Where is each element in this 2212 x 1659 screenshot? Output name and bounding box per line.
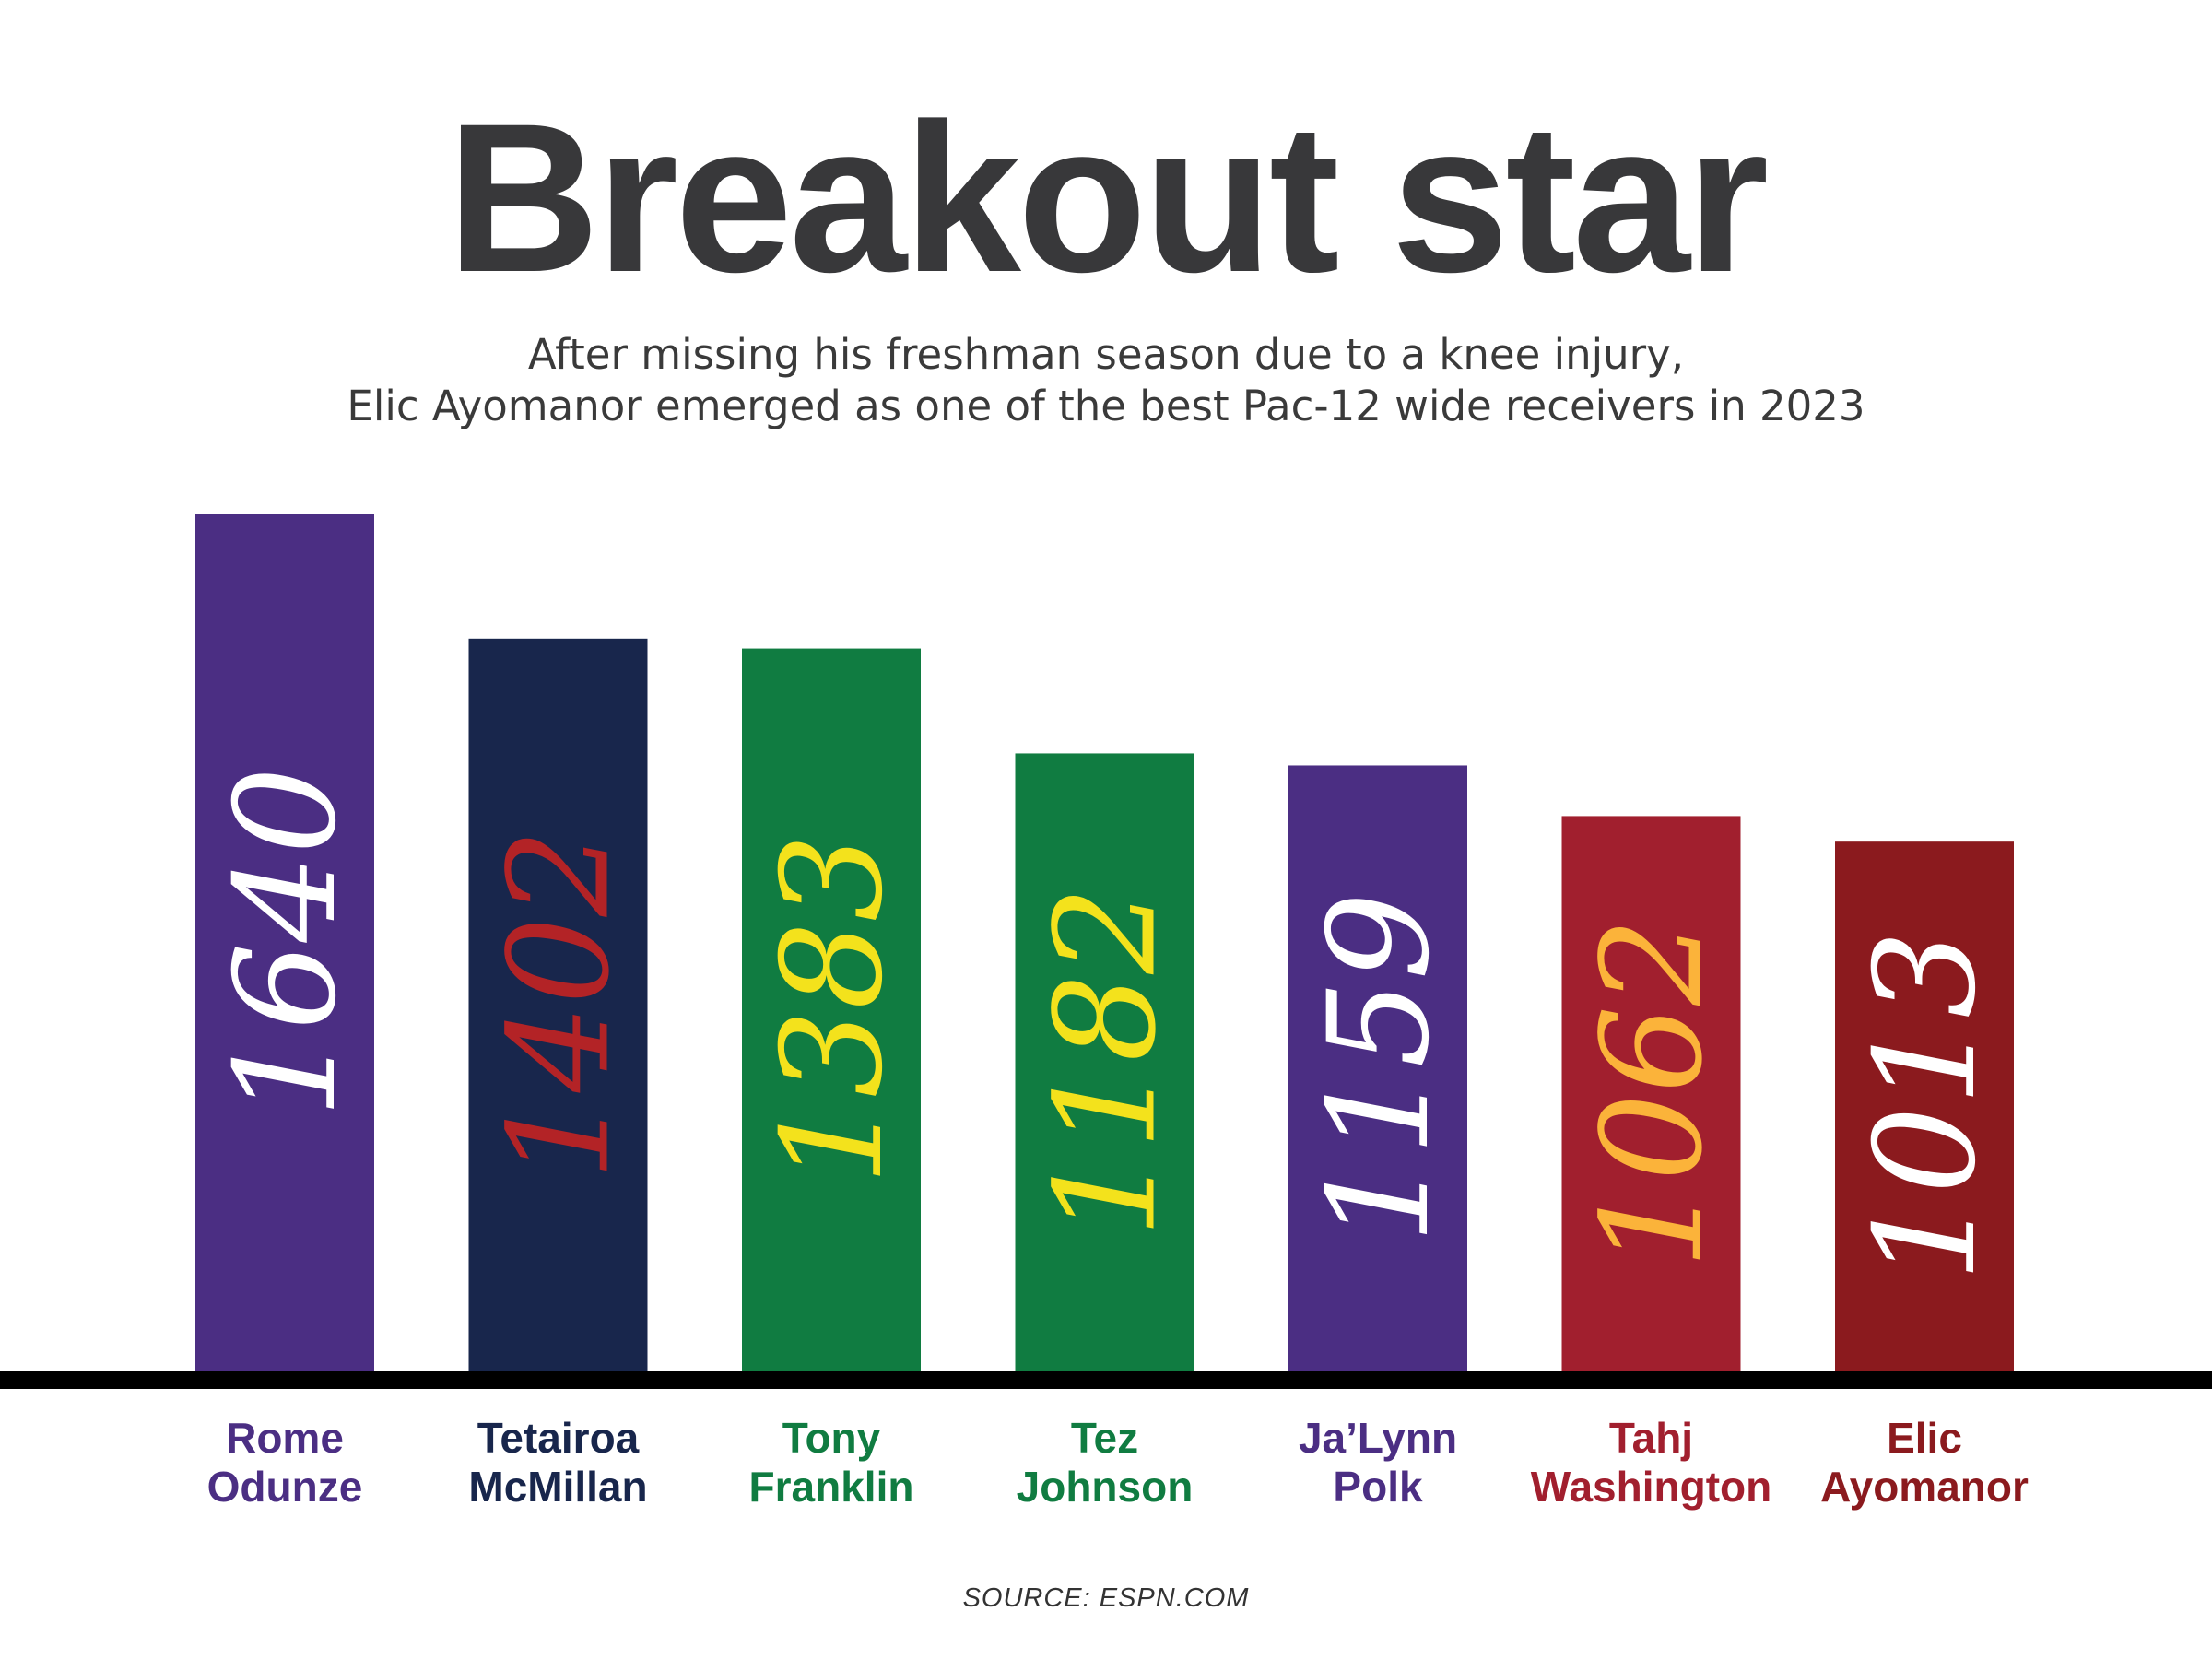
value-label-1: 1640 (206, 767, 367, 1119)
chart-title: Breakout star (446, 79, 1770, 316)
category-label-5-line-1: Ja’Lynn (1299, 1414, 1457, 1462)
category-label-6-line-1: Tahj (1609, 1414, 1693, 1462)
category-label-7-line-1: Elic (1887, 1414, 1962, 1462)
bar-5 (1288, 765, 1467, 1371)
category-label-1-line-2: Odunze (207, 1463, 363, 1511)
chart-subtitle-line-1: After missing his freshman season due to… (527, 330, 1685, 379)
category-label-7-line-2: Ayomanor (1820, 1463, 2029, 1511)
category-label-6-line-2: Washington (1531, 1463, 1771, 1511)
value-label-7: 1013 (1846, 930, 2006, 1282)
category-label-2-line-2: McMillan (468, 1463, 647, 1511)
chart-subtitle-line-2: Elic Ayomanor emerged as one of the best… (347, 382, 1865, 430)
category-label-2-line-1: Tetairoa (477, 1414, 640, 1462)
category-label-4-line-2: Johnson (1017, 1463, 1194, 1511)
value-label-4: 1182 (1027, 886, 1187, 1238)
bar-3 (742, 648, 921, 1371)
value-label-6: 1062 (1573, 917, 1734, 1269)
value-label-2: 1402 (480, 829, 641, 1181)
source-note: SOURCE: ESPN.COM (962, 1583, 1250, 1613)
x-axis-baseline (0, 1371, 2212, 1389)
category-label-4-line-1: Tez (1071, 1414, 1138, 1462)
bar-6 (1561, 816, 1741, 1371)
category-label-3-line-1: Tony (782, 1414, 881, 1462)
category-label-1-line-1: Rome (226, 1414, 344, 1462)
category-label-5-line-2: Polk (1333, 1463, 1423, 1511)
value-label-3: 1383 (753, 833, 913, 1185)
bar-2 (468, 638, 648, 1371)
bar-4 (1015, 753, 1194, 1371)
category-label-3-line-2: Franklin (749, 1463, 914, 1511)
value-label-5: 1159 (1300, 892, 1460, 1244)
bar-7 (1835, 841, 2014, 1371)
bar-1 (195, 514, 374, 1371)
